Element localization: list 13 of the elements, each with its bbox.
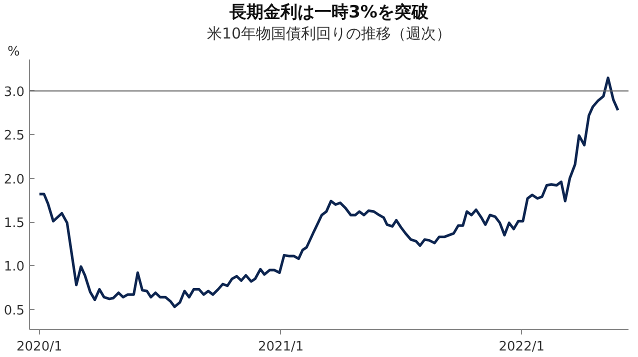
y-tick-label: 1.0 (4, 260, 25, 275)
chart-subtitle: 米10年物国債利回りの推移（週次） (206, 24, 452, 42)
y-tick-label: 1.5 (4, 216, 25, 232)
x-tick-label: 2020/1 (16, 340, 62, 354)
y-tick-label: 0.5 (4, 303, 25, 318)
x-tick-label: 2022/1 (498, 340, 545, 354)
y-tick-label: 3.0 (4, 84, 25, 100)
y-tick-label: 2.0 (4, 172, 25, 188)
y-tick-label: 2.5 (4, 128, 25, 144)
chart-title: 長期金利は一時3%を突破 (228, 2, 430, 22)
x-tick-label: 2021/1 (258, 340, 304, 354)
y-axis-title: % (8, 44, 20, 60)
line-series (38, 76, 620, 308)
